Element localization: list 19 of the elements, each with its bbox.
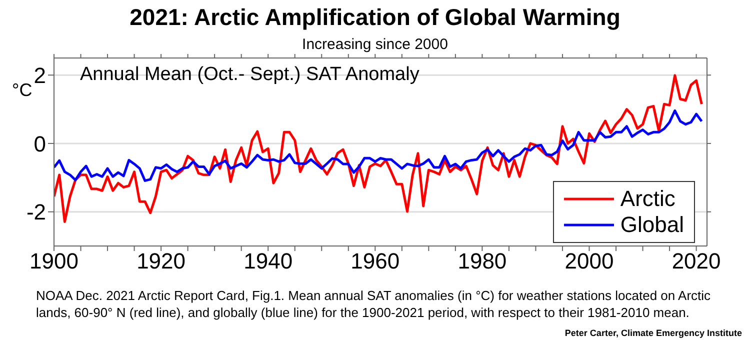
x-tick-label: 2000 [564, 248, 614, 274]
x-tick-label: 1980 [458, 248, 507, 274]
text: Peter Carter, Climate Emergency Institute [564, 328, 742, 338]
legend-label: Global [620, 212, 684, 238]
x-tick-label: 1960 [350, 248, 400, 274]
annotation: Annual Mean (Oct.- Sept.) SAT Anomaly [80, 64, 420, 86]
x-tick-label: 1920 [136, 248, 186, 274]
x-tick-label: 1900 [30, 248, 78, 274]
y-tick-label: 2 [34, 62, 46, 88]
text: NOAA Dec. 2021 Arctic Report Card, Fig.1. Mean annual SAT anomalies (in °C) for weather stations located on Arctic lands, 60-90° N (red line), and globally (blue line) for the 1900-2021 period, with respect to their 1981-2010 mean. [36, 287, 712, 321]
line-series [54, 109, 703, 182]
legend-label: Arctic [620, 186, 676, 212]
chart-title: 2021: Arctic Amplification of Global Warming [128, 4, 622, 31]
x-tick-label: 2020 [672, 248, 721, 274]
x-tick-label: 1940 [244, 248, 293, 274]
chart-subtitle: Increasing since 2000 [301, 36, 449, 53]
y-tick-label: -2 [26, 200, 46, 225]
y-axis-title: °C [12, 80, 32, 101]
y-tick-label: 0 [34, 131, 46, 156]
